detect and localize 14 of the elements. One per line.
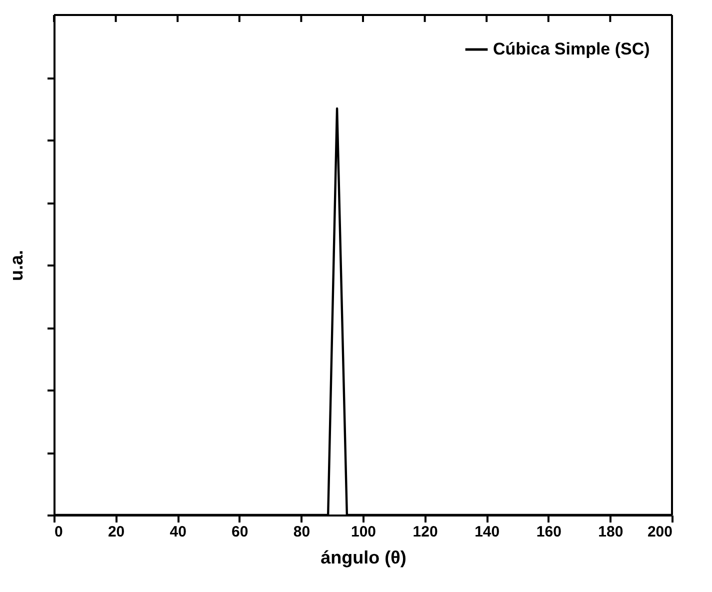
x-tick-label: 100: [350, 524, 376, 540]
x-tick-label: 20: [108, 524, 125, 540]
x-tick-label: 160: [536, 524, 562, 540]
x-tick-label: 80: [293, 524, 310, 540]
x-tick-label: 60: [232, 524, 248, 540]
legend-label: Cúbica Simple (SC): [493, 40, 650, 58]
x-tick-label: 0: [54, 524, 63, 540]
x-axis-title: ángulo (θ): [320, 548, 406, 568]
x-tick-label: 40: [170, 524, 186, 540]
x-tick-label: 200: [647, 524, 672, 540]
x-tick-label: 140: [474, 524, 500, 540]
x-tick-label: 180: [598, 524, 624, 540]
x-tick-label: 120: [412, 524, 438, 540]
y-axis-title: u.a.: [6, 250, 26, 282]
